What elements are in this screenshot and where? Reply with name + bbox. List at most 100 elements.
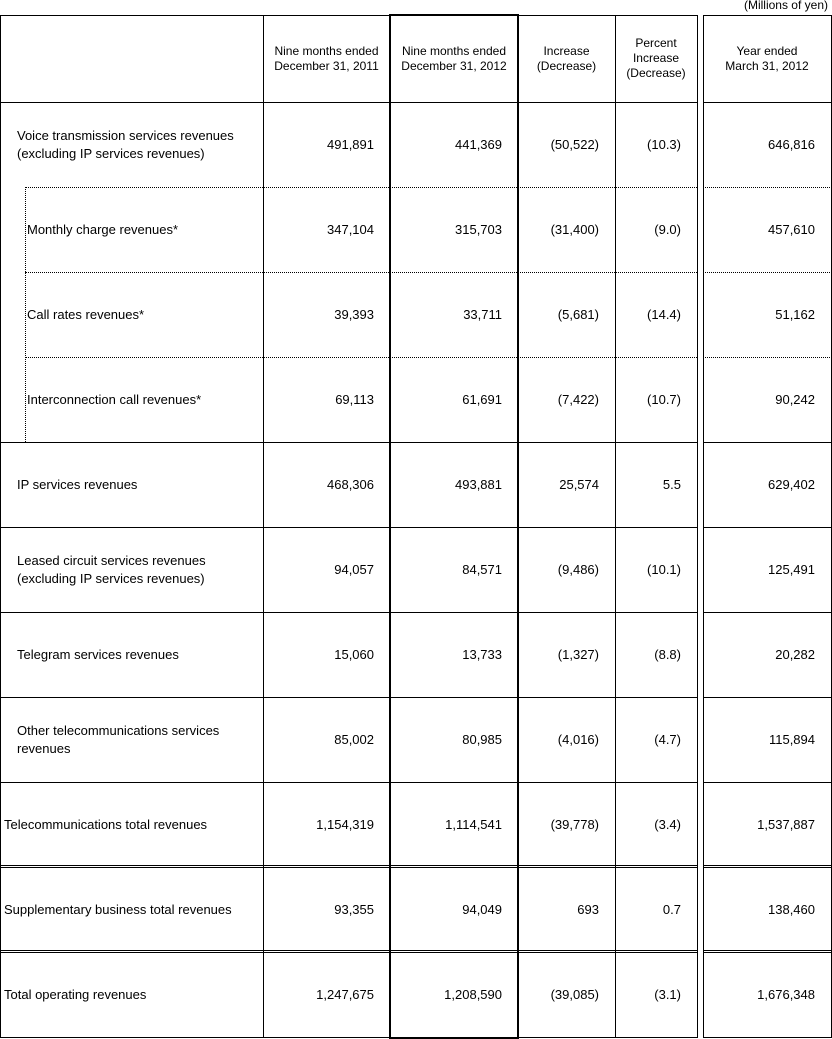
row-divider <box>0 612 698 613</box>
double-divider <box>0 950 698 951</box>
row-divider <box>0 527 698 528</box>
row-value: 33,711 <box>463 306 502 322</box>
row-divider <box>703 102 832 103</box>
dotted-divider <box>25 272 697 273</box>
row-value: 1,537,887 <box>757 816 815 832</box>
row-divider <box>703 697 832 698</box>
column-divider <box>697 15 698 1038</box>
row-label: Supplementary business total revenues <box>4 901 232 917</box>
row-value: (8.8) <box>654 646 681 662</box>
header-col1: Nine months ended December 31, 2011 <box>274 43 379 73</box>
row-value: (10.3) <box>647 136 681 152</box>
table-border <box>703 15 832 16</box>
row-value: 315,703 <box>455 221 502 237</box>
row-label: Interconnection call revenues* <box>27 391 202 407</box>
row-value: 5.5 <box>662 476 681 492</box>
row-value: (4,016) <box>557 731 599 747</box>
row-value: 468,306 <box>327 476 374 492</box>
column-divider <box>263 15 264 1038</box>
row-value: (10.1) <box>647 561 681 577</box>
table-border <box>0 15 698 16</box>
row-value: 491,891 <box>327 136 374 152</box>
row-value: 94,057 <box>334 561 374 577</box>
double-divider <box>703 950 832 951</box>
row-value: (9.0) <box>654 221 681 237</box>
row-value: 1,247,675 <box>316 986 374 1002</box>
row-label: Monthly charge revenues* <box>27 221 179 237</box>
row-value: 138,460 <box>768 901 815 917</box>
header-col2: Nine months ended December 31, 2012 <box>401 43 507 73</box>
row-value: 90,242 <box>775 391 815 407</box>
row-value: 51,162 <box>775 306 815 322</box>
column-divider <box>615 15 616 1038</box>
row-value: 93,355 <box>334 901 374 917</box>
row-label: Call rates revenues* <box>27 306 145 322</box>
row-value: 1,676,348 <box>757 986 815 1002</box>
row-value: 347,104 <box>327 221 374 237</box>
row-label: Leased circuit services revenues (exclud… <box>17 552 206 586</box>
row-value: 94,049 <box>462 901 502 917</box>
header-col5: Year ended March 31, 2012 <box>725 43 809 73</box>
column-divider <box>0 15 1 1038</box>
dotted-divider <box>703 187 832 188</box>
row-value: 1,208,590 <box>444 986 502 1002</box>
row-label: Other telecommunications services revenu… <box>17 722 220 756</box>
row-value: 25,574 <box>559 476 599 492</box>
dotted-divider <box>25 187 697 188</box>
row-divider <box>703 527 832 528</box>
row-divider <box>703 612 832 613</box>
row-value: (5,681) <box>557 306 599 322</box>
row-value: (14.4) <box>647 306 681 322</box>
dotted-indent <box>25 187 26 442</box>
row-value: 441,369 <box>455 136 502 152</box>
row-divider <box>0 782 698 783</box>
row-value: (10.7) <box>647 391 681 407</box>
row-label: Voice transmission services revenues (ex… <box>17 127 234 161</box>
row-value: 15,060 <box>334 646 374 662</box>
row-value: 61,691 <box>462 391 502 407</box>
row-label: Total operating revenues <box>4 986 147 1002</box>
row-divider <box>0 952 698 953</box>
column-divider <box>703 15 704 1038</box>
row-value: 115,894 <box>768 731 815 747</box>
row-value: (9,486) <box>557 561 599 577</box>
row-divider <box>0 102 698 103</box>
row-divider <box>0 442 698 443</box>
row-value: 84,571 <box>462 561 502 577</box>
row-value: 629,402 <box>768 476 815 492</box>
row-value: (1,327) <box>557 646 599 662</box>
row-value: (50,522) <box>550 136 599 152</box>
row-value: (39,778) <box>550 816 599 832</box>
row-value: 20,282 <box>775 646 815 662</box>
row-value: 493,881 <box>455 476 502 492</box>
row-value: 1,154,319 <box>316 816 374 832</box>
row-value: (4.7) <box>654 731 681 747</box>
dotted-divider <box>703 357 832 358</box>
header-col4: Percent Increase (Decrease) <box>626 36 686 80</box>
row-value: 80,985 <box>462 731 502 747</box>
row-label: Telegram services revenues <box>17 646 179 662</box>
header-col3: Increase (Decrease) <box>536 43 597 73</box>
row-value: 457,610 <box>768 221 815 237</box>
row-divider <box>703 782 832 783</box>
current-period-highlight <box>389 14 519 1039</box>
row-value: 125,491 <box>768 561 815 577</box>
row-value: 693 <box>577 901 599 917</box>
row-value: (31,400) <box>550 221 599 237</box>
dotted-divider <box>703 272 832 273</box>
row-value: 646,816 <box>768 136 815 152</box>
row-value: 39,393 <box>334 306 374 322</box>
row-value: (3.1) <box>654 986 681 1002</box>
row-label: Telecommunications total revenues <box>4 816 208 832</box>
row-value: 13,733 <box>462 646 502 662</box>
row-divider <box>703 442 832 443</box>
row-divider <box>0 697 698 698</box>
row-divider <box>703 952 832 953</box>
row-value: 69,113 <box>335 391 374 407</box>
row-value: 85,002 <box>334 731 374 747</box>
double-divider <box>0 865 698 866</box>
row-value: 1,114,541 <box>445 816 502 832</box>
double-divider <box>703 865 832 866</box>
row-value: (3.4) <box>654 816 681 832</box>
row-value: (7,422) <box>557 391 599 407</box>
